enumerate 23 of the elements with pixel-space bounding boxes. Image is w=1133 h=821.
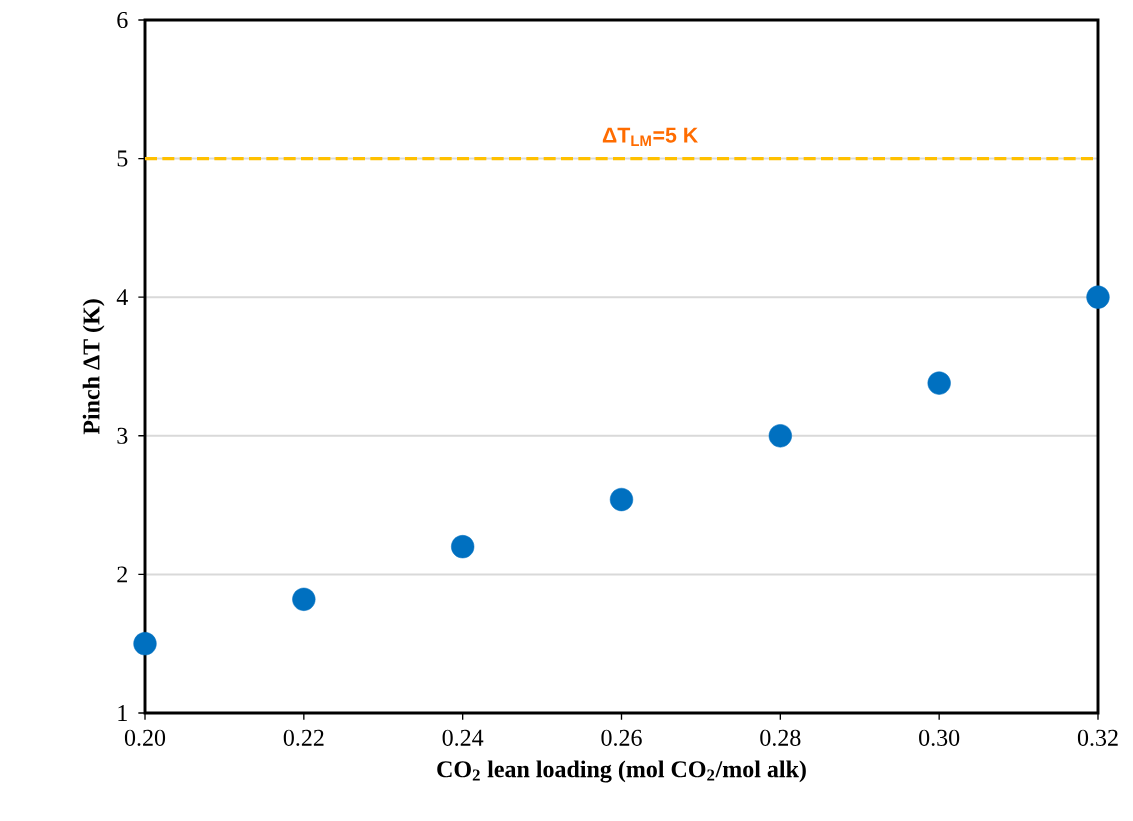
y-tick-label: 1 bbox=[118, 705, 127, 721]
x-tick-label: 0.30 bbox=[919, 729, 960, 746]
point bbox=[133, 632, 157, 656]
y-tick-label: 5 bbox=[117, 150, 128, 167]
ref-line-label: ΔT$_{LM}$=5 K bbox=[602, 127, 698, 146]
point bbox=[1086, 285, 1110, 309]
x-tick-label: 0.26 bbox=[601, 729, 642, 746]
y-tick-label: 2 bbox=[117, 566, 127, 583]
y-tick-label: 4 bbox=[116, 289, 128, 306]
x-tick-label: 0.22 bbox=[283, 729, 324, 746]
point bbox=[451, 535, 475, 559]
x-axis-title: CO$_{2}$ lean loading (mol CO$_{2}$/mol alk) bbox=[437, 760, 806, 783]
point bbox=[768, 424, 792, 448]
x-tick-label: 0.20 bbox=[124, 729, 166, 746]
y-axis-title: Pinch ΔT (K) bbox=[82, 299, 105, 435]
point bbox=[609, 487, 634, 512]
x-tick-label: 0.24 bbox=[442, 729, 484, 746]
point bbox=[292, 587, 316, 611]
y-tick-label: 3 bbox=[117, 427, 128, 444]
x-tick-label: 0.32 bbox=[1077, 729, 1118, 746]
y-tick-label: 6 bbox=[117, 11, 128, 29]
point bbox=[927, 371, 951, 395]
x-tick-label: 0.28 bbox=[760, 729, 801, 746]
